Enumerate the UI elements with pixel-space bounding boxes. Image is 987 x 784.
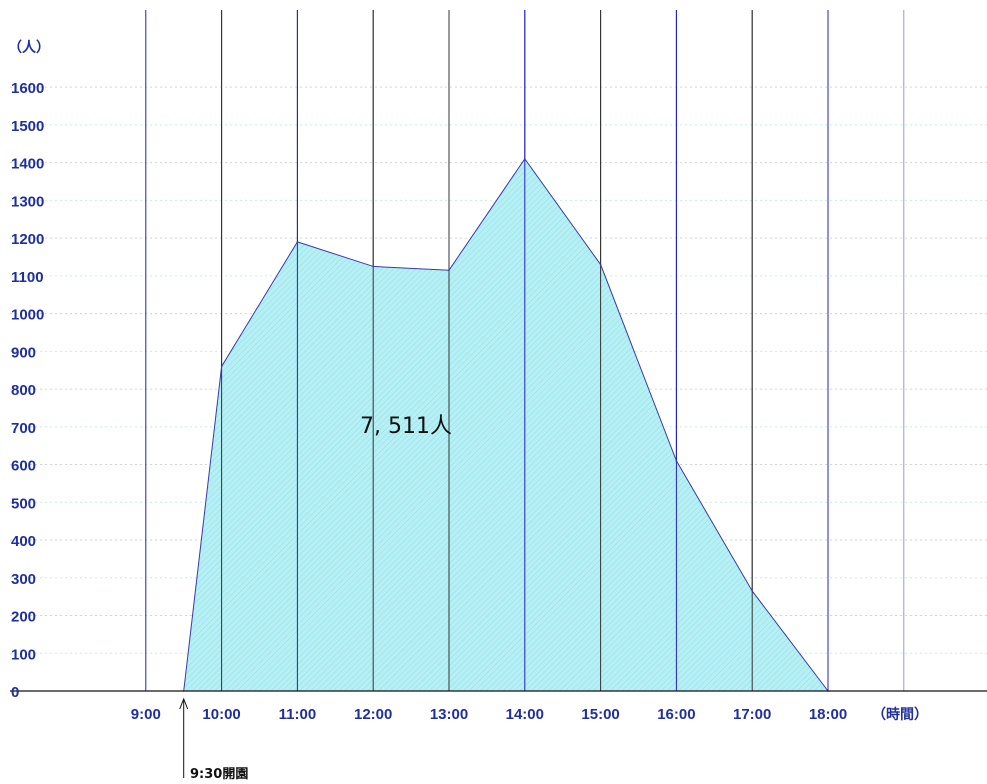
y-tick-label: 800 — [11, 382, 36, 399]
x-tick-label: 9:00 — [131, 706, 161, 723]
y-tick-label: 1200 — [11, 231, 44, 248]
x-tick-label: 11:00 — [279, 706, 317, 723]
y-tick-label: 1600 — [11, 80, 44, 97]
data-point — [599, 263, 602, 266]
x-tick-label: 15:00 — [581, 706, 619, 723]
y-tick-label: 1500 — [11, 118, 44, 135]
data-point — [448, 269, 450, 271]
data-point — [524, 158, 526, 160]
x-tick-label: 14:00 — [506, 706, 544, 723]
data-point — [296, 241, 299, 243]
data-point — [372, 265, 375, 268]
area-series — [182, 10, 829, 692]
y-axis-unit-label: （人） — [8, 39, 50, 56]
axis-labels: 0 100 200 300 400 500 600 700 800 900 1000 1100 1200… — [11, 80, 847, 723]
y-tick-label: 300 — [11, 571, 36, 588]
y-tick-label: 1400 — [11, 156, 44, 173]
x-tick-label: 18:00 — [809, 706, 847, 723]
y-tick-label: 1100 — [11, 269, 44, 286]
x-tick-label: 13:00 — [430, 706, 468, 723]
data-point — [220, 365, 223, 368]
x-tick-label: 12:00 — [354, 706, 392, 723]
y-tick-label: 700 — [11, 420, 36, 437]
x-tick-label: 16:00 — [657, 706, 695, 723]
data-point — [751, 590, 753, 592]
y-tick-label: 500 — [11, 495, 36, 512]
x-axis-unit-label: （時間） — [872, 706, 928, 723]
area-fill — [183, 158, 828, 692]
series-line — [183, 157, 829, 692]
annotation-arrowhead — [179, 697, 189, 710]
y-tick-label: 1000 — [11, 307, 44, 324]
x-tick-label: 10:00 — [202, 706, 240, 723]
y-tick-label: 200 — [11, 609, 36, 626]
x-tick-label: 17:00 — [733, 706, 771, 723]
opening-time-annotation: 9:30開園 — [179, 697, 248, 782]
y-tick-label: 100 — [11, 646, 36, 663]
y-tick-label: 600 — [11, 458, 36, 475]
total-visitors-label: 7, 511人 — [360, 414, 452, 439]
data-point — [675, 459, 678, 462]
opening-time-label: 9:30開園 — [190, 766, 248, 782]
y-tick-label: 400 — [11, 533, 36, 550]
y-tick-label: 900 — [11, 344, 36, 361]
y-tick-label: 1300 — [11, 193, 44, 210]
y-tick-label: 0 — [11, 684, 19, 701]
